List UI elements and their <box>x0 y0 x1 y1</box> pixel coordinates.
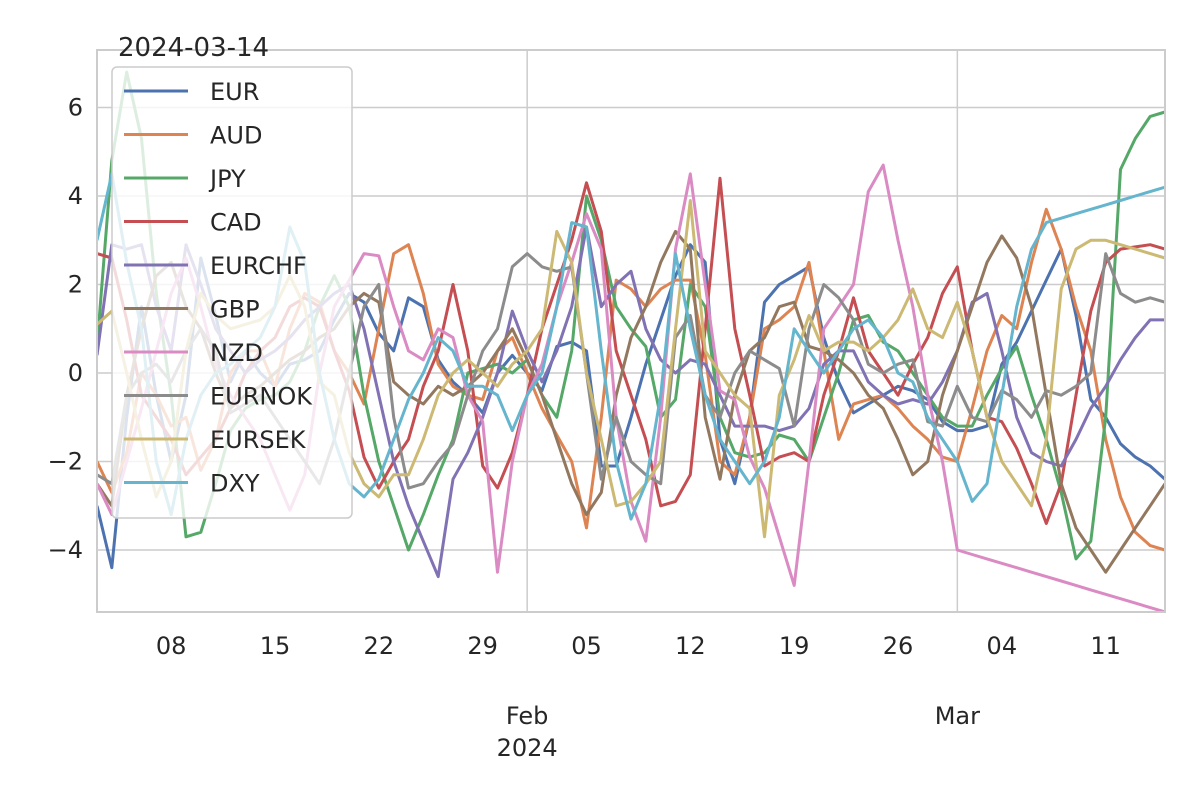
x-minor-tick-label: 12 <box>675 632 706 660</box>
legend-label-aud: AUD <box>210 122 262 150</box>
legend-label-gbp: GBP <box>210 296 260 324</box>
x-minor-tick-label: 05 <box>571 632 602 660</box>
legend-label-cad: CAD <box>210 209 262 237</box>
legend-label-eurnok: EURNOK <box>210 383 313 411</box>
legend: EUR AUD JPY CAD EURCHF GBP NZD EURNOK EURSEK DXY <box>111 66 353 519</box>
y-tick-label: 6 <box>68 94 83 122</box>
x-minor-tick-label: 04 <box>987 632 1018 660</box>
x-major-tick-label: Feb <box>506 702 549 730</box>
legend-label-dxy: DXY <box>210 470 260 498</box>
x-axis: Feb 2024 Mar 08 15 22 29 05 12 19 26 04 11 <box>156 632 1121 762</box>
x-minor-tick-label: 08 <box>156 632 187 660</box>
legend-label-eur: EUR <box>210 78 259 106</box>
x-major-tick-sublabel: 2024 <box>497 734 558 762</box>
plot-frame <box>96 49 1166 613</box>
x-minor-tick-label: 29 <box>467 632 498 660</box>
chart-title: 2024-03-14 <box>118 33 269 63</box>
x-minor-tick-label: 26 <box>883 632 914 660</box>
y-tick-label: 4 <box>68 182 83 210</box>
legend-label-nzd: NZD <box>210 339 263 367</box>
legend-label-jpy: JPY <box>208 165 246 193</box>
legend-box <box>111 66 353 519</box>
x-minor-tick-label: 15 <box>260 632 291 660</box>
legend-label-eursek: EURSEK <box>210 426 307 454</box>
x-minor-tick-label: 11 <box>1090 632 1121 660</box>
y-axis: 6 4 2 0 −2 −4 <box>48 94 83 565</box>
legend-label-eurchf: EURCHF <box>210 252 307 280</box>
x-minor-tick-label: 19 <box>779 632 810 660</box>
y-tick-label: 2 <box>68 271 83 299</box>
x-major-tick-label: Mar <box>935 702 980 730</box>
y-tick-label: 0 <box>68 359 83 387</box>
y-tick-label: −2 <box>48 448 83 476</box>
y-tick-label: −4 <box>48 536 83 564</box>
x-minor-tick-label: 22 <box>364 632 395 660</box>
